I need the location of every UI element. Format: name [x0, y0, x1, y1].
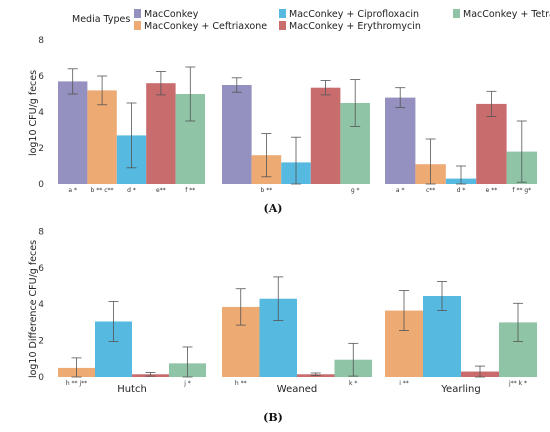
legend-swatch: [134, 9, 141, 18]
legend-swatch: [279, 21, 286, 30]
y-tick-label: 6: [38, 72, 44, 82]
significance-label: d *: [457, 187, 466, 194]
bar: [146, 83, 176, 184]
significance-label: i **: [399, 380, 409, 387]
significance-label: f ** g*: [512, 187, 531, 194]
bar: [310, 87, 341, 184]
panel-label: (B): [263, 411, 283, 424]
group-label: Yearling: [440, 384, 480, 395]
significance-label: a *: [68, 187, 77, 194]
panel-b: 0 2 4 6 8 log10 Difference CFU/g feces h ** j*…: [28, 227, 537, 424]
significance-label: c**: [426, 187, 435, 194]
significance-label: f **: [185, 187, 195, 194]
bar: [385, 97, 416, 184]
legend-swatch: [453, 9, 460, 18]
legend-swatch: [279, 9, 286, 18]
y-axis-label: log10 CFU/g feces: [28, 70, 39, 156]
significance-label: j *: [183, 380, 191, 387]
significance-label: h ** j**: [66, 380, 87, 387]
bar: [58, 81, 88, 184]
legend-label: MacConkey + Ciprofloxacin: [289, 9, 419, 20]
legend-swatch: [134, 21, 141, 30]
significance-label: g *: [351, 187, 360, 194]
y-axis-label: log10 Difference CFU/g feces: [28, 240, 39, 378]
y-tick-label: 0: [38, 180, 44, 190]
significance-label: b **: [261, 187, 273, 194]
legend-label: MacConkey: [144, 9, 199, 20]
y-tick-label: 2: [38, 144, 44, 154]
panel-label: (A): [264, 202, 283, 215]
bar: [476, 103, 507, 184]
significance-label: e **: [486, 187, 498, 194]
panel-a: 0 2 4 6 8 log10 CFU/g feces a * b ** c** d * e** f…: [28, 36, 537, 215]
y-tick-label: 4: [38, 300, 44, 310]
significance-label: b ** c**: [91, 187, 114, 194]
y-tick-label: 8: [38, 227, 44, 237]
legend-label: MacConkey + Ceftriaxone: [144, 21, 267, 32]
significance-label: d *: [127, 187, 136, 194]
significance-label: k *: [349, 380, 357, 387]
legend-label: MacConkey + Tetracycline: [463, 9, 550, 20]
legend-title: Media Types: [72, 14, 130, 25]
group-label: Hutch: [117, 384, 147, 395]
y-tick-label: 6: [38, 264, 44, 274]
significance-label: h **: [235, 380, 247, 387]
y-tick-label: 0: [38, 373, 44, 383]
y-tick-label: 8: [38, 36, 44, 46]
bar: [87, 90, 117, 184]
significance-label: j** k *: [508, 380, 527, 387]
y-tick-label: 4: [38, 108, 44, 118]
legend-label: MacConkey + Erythromycin: [289, 21, 421, 32]
significance-label: e**: [156, 187, 166, 194]
significance-label: a *: [396, 187, 405, 194]
group-label: Weaned: [277, 384, 317, 395]
bar: [222, 85, 252, 184]
y-tick-label: 2: [38, 337, 44, 347]
